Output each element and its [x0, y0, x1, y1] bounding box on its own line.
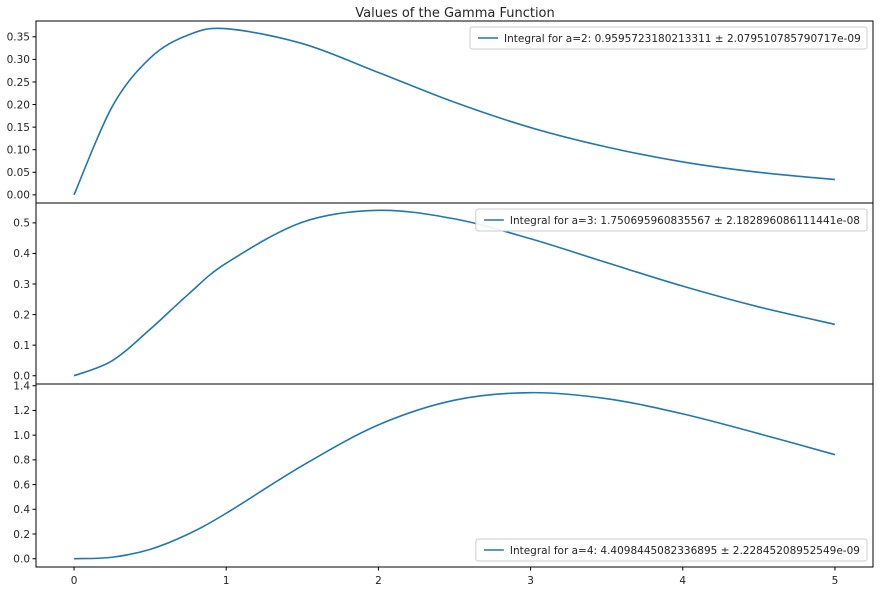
legend-box: [475, 538, 868, 562]
y-tick-label: 1.2: [13, 405, 30, 417]
y-tick-label: 0.4: [13, 248, 30, 260]
axes-frame: [35, 383, 874, 568]
panel-a4: 0.0 0.2 0.4 0.6 0.8 1.0 1.2 1.4 0 1 2 3 4 5 Integral f…: [13, 381, 874, 587]
x-tick-label: 0: [71, 575, 78, 587]
y-tick-label: 0.3: [13, 279, 30, 291]
y-tick-label: 0.10: [7, 145, 30, 157]
x-tick-label: 5: [832, 575, 839, 587]
y-tick-label: 0.25: [7, 77, 30, 89]
legend-label: Integral for a=4: 4.4098445082336895 ± 2…: [510, 545, 860, 557]
x-tick-label: 2: [375, 575, 382, 587]
panel-a2: 0.00 0.05 0.10 0.15 0.20 0.25 0.30 0.35 Integral…: [7, 20, 874, 204]
y-tick-label: 0.30: [7, 54, 30, 66]
series-line-a4: [74, 391, 836, 560]
panels: 0.000.050.100.150.200.250.300.35 Integral…: [7, 20, 874, 587]
y-tick-label: 0.5: [13, 218, 30, 230]
x-tick-label: 4: [679, 575, 686, 587]
y-tick-label: 0.2: [13, 529, 30, 541]
y-tick-label: 0.2: [13, 309, 30, 321]
series-line-a3: [73, 209, 836, 377]
y-tick-label: 0.4: [13, 504, 30, 516]
y-tick-label: 0.20: [7, 99, 30, 111]
y-tick-label: 0.0: [13, 554, 30, 566]
x-tick-label: 3: [527, 575, 534, 587]
legend-label: Integral for a=2: 0.9595723180213311 ± 2…: [504, 33, 861, 45]
y-tick-label: 1.0: [13, 430, 30, 442]
series-line-a2: [73, 27, 836, 196]
y-tick-label: 0.8: [13, 455, 30, 467]
chart-title: Values of the Gamma Function: [355, 6, 555, 21]
y-tick-label: 0.6: [13, 479, 30, 491]
y-tick-label: 0.0: [13, 371, 30, 383]
x-tick-label: 1: [223, 575, 230, 587]
legend-box: [475, 208, 868, 232]
y-tick-label: 1.4: [13, 381, 30, 393]
y-tick-label: 0.1: [13, 340, 30, 352]
legend-box: [469, 26, 868, 50]
y-tick-label: 0.00: [7, 190, 30, 202]
y-tick-label: 0.15: [7, 122, 30, 134]
legend-label: Integral for a=3: 1.750695960835567 ± 2.…: [510, 215, 860, 227]
y-tick-label: 0.05: [7, 167, 30, 179]
y-tick-label: 0.35: [7, 32, 30, 44]
